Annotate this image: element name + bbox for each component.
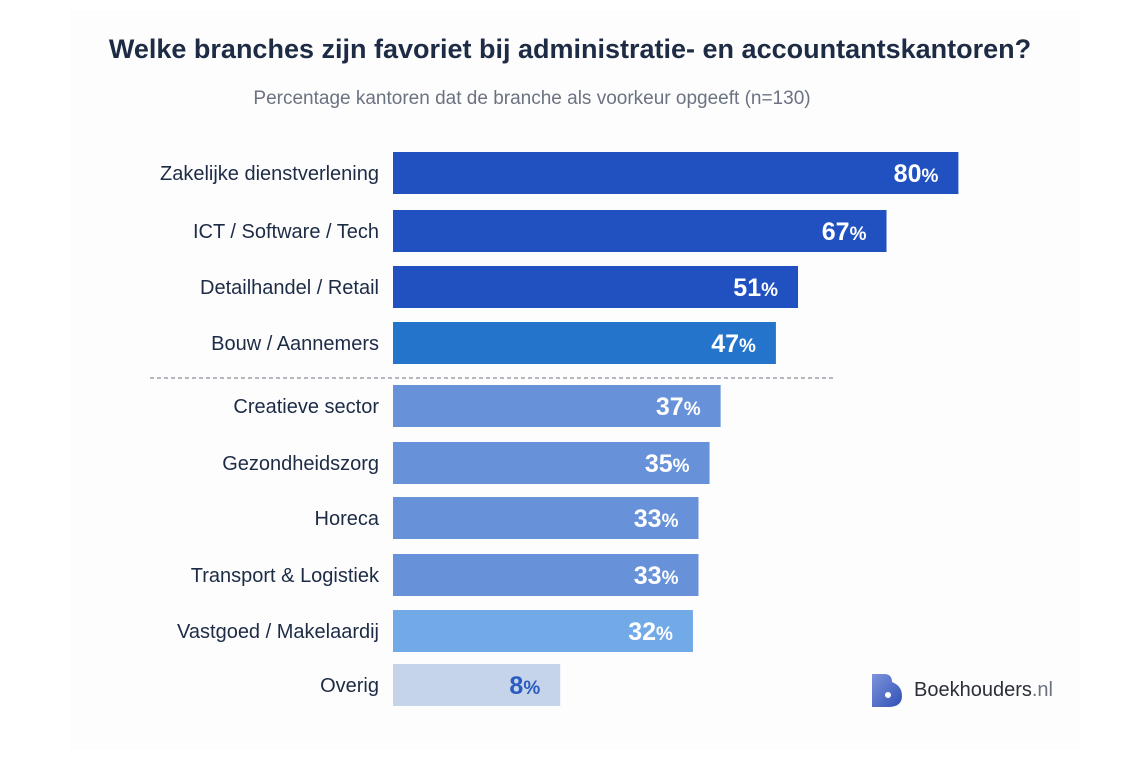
bar [393,152,959,194]
bar [393,210,887,252]
category-label: Detailhandel / Retail [200,277,379,299]
bar [393,266,799,308]
category-label: Horeca [315,508,380,530]
boekhouders-logo-icon [872,674,902,707]
bar [393,385,721,427]
bar [393,610,693,652]
category-label: Zakelijke dienstverlening [160,163,379,185]
bar [393,554,699,596]
category-label: ICT / Software / Tech [193,221,379,243]
category-label: Overig [320,675,379,697]
brand-name: Boekhouders.nl [914,678,1053,701]
bar [393,442,710,484]
data-label: 51% [733,274,778,302]
category-label: Transport & Logistiek [191,565,380,587]
category-label: Vastgoed / Makelaardij [177,621,379,643]
chart-subtitle: Percentage kantoren dat de branche als v… [253,88,811,109]
category-label: Bouw / Aannemers [211,333,379,355]
bar [393,664,561,706]
bar [393,322,776,364]
category-label: Gezondheidszorg [222,453,379,475]
chart-title: Welke branches zijn favoriet bij adminis… [108,34,1032,64]
brand-logo: Boekhouders.nl [870,672,1053,708]
bar [393,497,699,539]
category-label: Creatieve sector [233,396,379,418]
